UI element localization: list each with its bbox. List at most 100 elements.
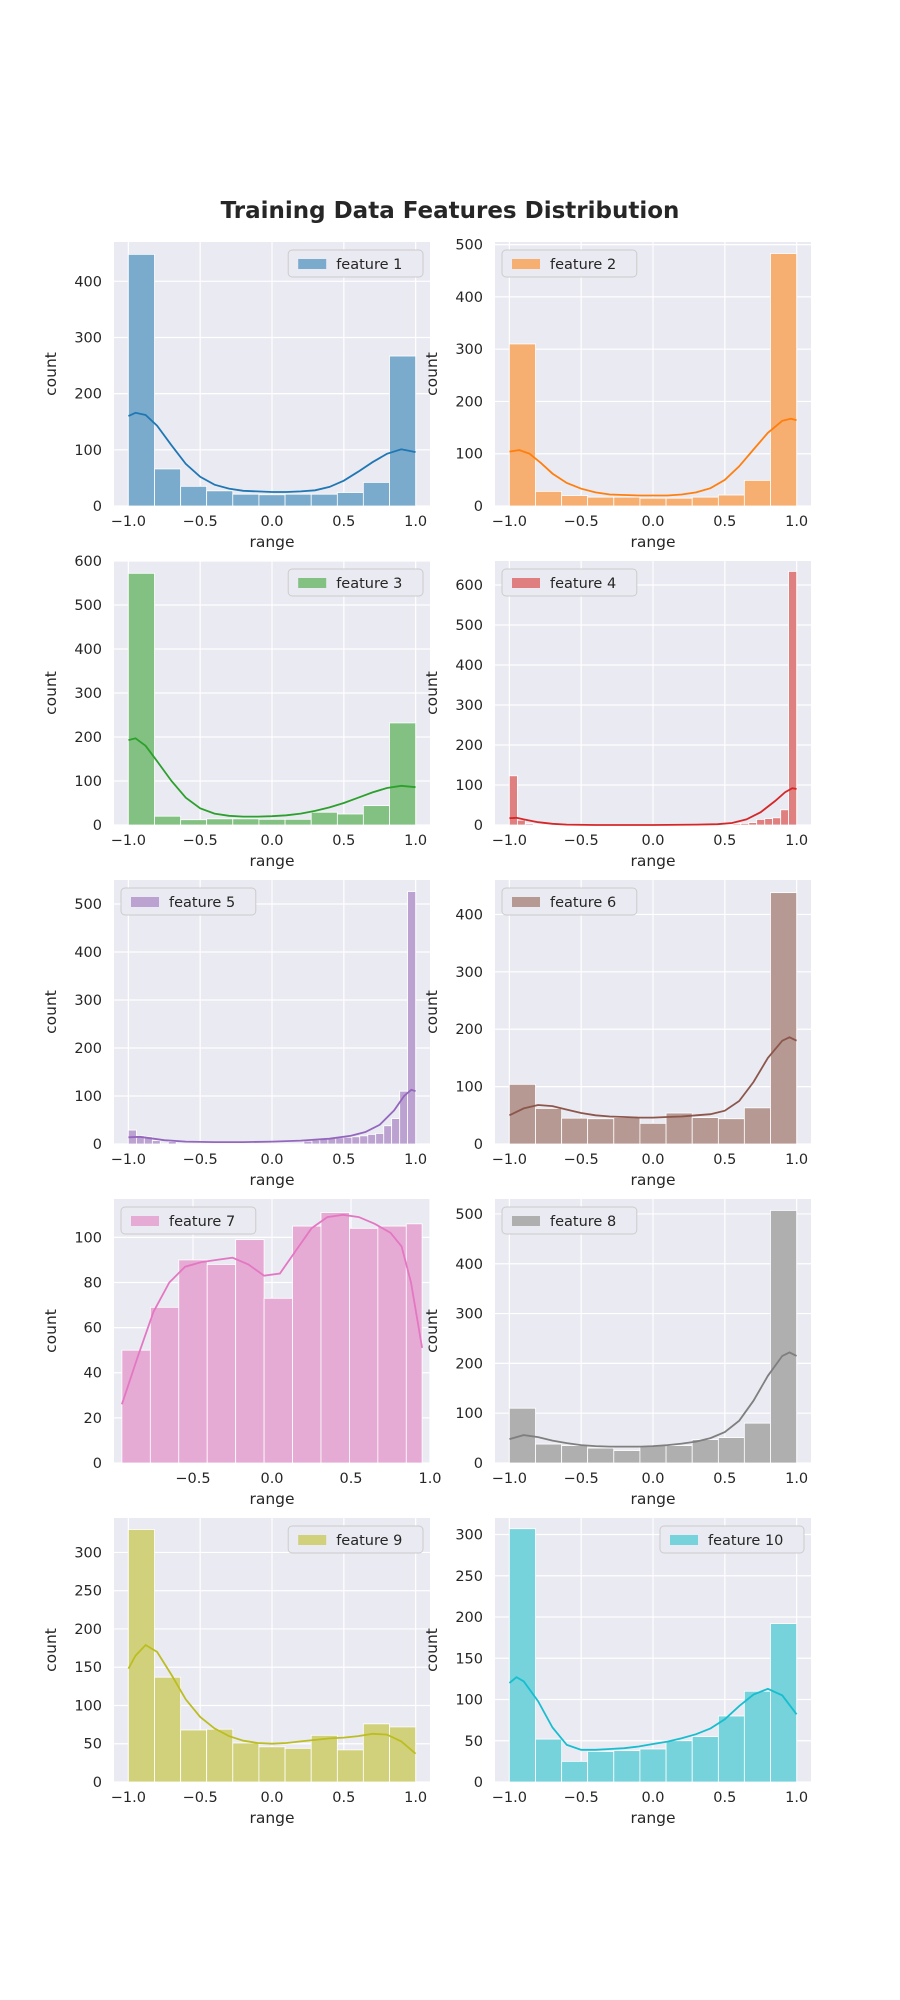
x-tick-label: 0.5 — [332, 1152, 355, 1168]
histogram-bar — [639, 497, 667, 507]
x-tick-label: −0.5 — [564, 833, 599, 849]
x-tick-label: −0.5 — [564, 514, 599, 530]
y-tick-label: 0 — [93, 818, 102, 834]
histogram-bar — [756, 819, 766, 826]
kde-line — [508, 1676, 798, 1751]
x-axis-label: range — [630, 533, 675, 551]
histogram-bar — [206, 490, 234, 507]
x-tick-label: −1.0 — [111, 514, 146, 530]
histogram-bar — [788, 571, 798, 826]
histogram-bar — [351, 1136, 361, 1145]
y-tick-label: 400 — [455, 658, 483, 674]
kde-line — [509, 787, 797, 826]
legend-swatch — [512, 578, 540, 588]
x-tick-label: −0.5 — [564, 1471, 599, 1487]
x-tick-label: 1.0 — [785, 514, 808, 530]
histogram-bar — [561, 1760, 589, 1783]
y-tick-label: 20 — [84, 1411, 102, 1427]
histogram-bar — [127, 253, 155, 507]
y-tick-label: 100 — [455, 1693, 483, 1709]
legend-frame — [287, 249, 424, 278]
histogram-bar — [535, 1108, 563, 1145]
x-axis-label: range — [630, 1809, 675, 1827]
histogram-bar — [154, 1676, 182, 1783]
kde-line — [509, 1036, 797, 1119]
legend: feature 3 — [287, 568, 424, 597]
histogram-bar — [180, 819, 208, 826]
y-tick-label: 200 — [455, 394, 483, 410]
y-tick-label: 0 — [93, 1137, 102, 1153]
legend-frame — [501, 249, 638, 278]
x-tick-label: 0.0 — [260, 1790, 283, 1806]
kde-line — [509, 417, 797, 497]
y-tick-label: 600 — [74, 554, 102, 570]
histogram-bar — [232, 1742, 260, 1783]
x-tick-label: −1.0 — [111, 1790, 146, 1806]
figure-title: Training Data Features Distribution — [221, 198, 680, 224]
histogram-bar — [587, 1118, 615, 1145]
legend: feature 2 — [501, 249, 638, 278]
y-axis-label: count — [42, 1628, 60, 1672]
x-tick-label: 1.0 — [785, 1152, 808, 1168]
x-tick-label: 1.0 — [404, 1790, 427, 1806]
subplot-grid: −1.0 −0.5 0.0 0.5 1.00100200300400rangecount… — [42, 238, 811, 1827]
y-tick-label: 150 — [455, 1651, 483, 1667]
y-tick-label: 300 — [455, 1307, 483, 1323]
histogram-bar — [343, 1136, 353, 1145]
x-tick-label: 0.0 — [260, 1152, 283, 1168]
y-tick-label: 150 — [74, 1660, 102, 1676]
histogram-bar — [524, 823, 534, 826]
x-axis-label: range — [249, 1809, 294, 1827]
histogram-bar — [772, 817, 782, 826]
legend-label: feature 3 — [336, 576, 402, 592]
legend-frame — [501, 1206, 638, 1235]
histogram-bar — [292, 1225, 322, 1464]
y-tick-label: 100 — [455, 778, 483, 794]
y-tick-label: 100 — [455, 447, 483, 463]
histogram-bar — [232, 493, 260, 507]
histogram-bar — [508, 1528, 536, 1783]
legend-swatch — [298, 1535, 327, 1545]
x-tick-label: 1.0 — [785, 833, 808, 849]
histogram-bar — [405, 1223, 423, 1464]
y-tick-label: 400 — [74, 642, 102, 658]
y-tick-label: 200 — [74, 387, 102, 403]
x-tick-label: 0.5 — [332, 1790, 355, 1806]
y-axis-label: count — [42, 352, 60, 396]
histogram-bar — [310, 1734, 338, 1783]
histogram-bar — [362, 482, 390, 507]
y-tick-label: 300 — [74, 330, 102, 346]
histogram-bar — [613, 1750, 641, 1783]
histogram-bar — [517, 819, 526, 826]
histogram-bar — [389, 355, 417, 507]
legend-frame — [501, 887, 638, 916]
y-tick-label: 300 — [455, 1528, 483, 1544]
subplot-9: −1.0 −0.5 0.0 0.5 1.0 0 50 100 150 200 250 300 range… — [42, 1518, 430, 1827]
y-tick-label: 300 — [455, 965, 483, 981]
histogram-bar — [665, 1740, 693, 1783]
kde-line — [121, 1213, 423, 1405]
histogram-bar — [665, 1445, 693, 1464]
histogram-bar — [561, 495, 589, 507]
legend-frame — [501, 568, 638, 597]
y-tick-label: 50 — [84, 1737, 102, 1753]
histogram-bar — [206, 1728, 234, 1783]
histogram-bar — [407, 891, 417, 1145]
y-tick-label: 100 — [74, 774, 102, 790]
y-tick-label: 500 — [455, 618, 483, 634]
histogram-bar — [336, 1749, 364, 1783]
y-tick-label: 0 — [93, 499, 102, 515]
x-tick-label: −0.5 — [183, 1152, 218, 1168]
y-tick-label: 0 — [474, 818, 483, 834]
y-tick-label: 100 — [74, 1698, 102, 1714]
y-axis-label: count — [423, 990, 441, 1034]
y-tick-label: 0 — [474, 499, 483, 515]
y-tick-label: 100 — [74, 1089, 102, 1105]
y-tick-label: 250 — [74, 1584, 102, 1600]
histogram-bar — [508, 775, 518, 826]
y-tick-label: 500 — [455, 1207, 483, 1223]
y-tick-label: 0 — [93, 1775, 102, 1791]
legend-label: feature 2 — [550, 257, 616, 273]
x-tick-label: −1.0 — [111, 1152, 146, 1168]
